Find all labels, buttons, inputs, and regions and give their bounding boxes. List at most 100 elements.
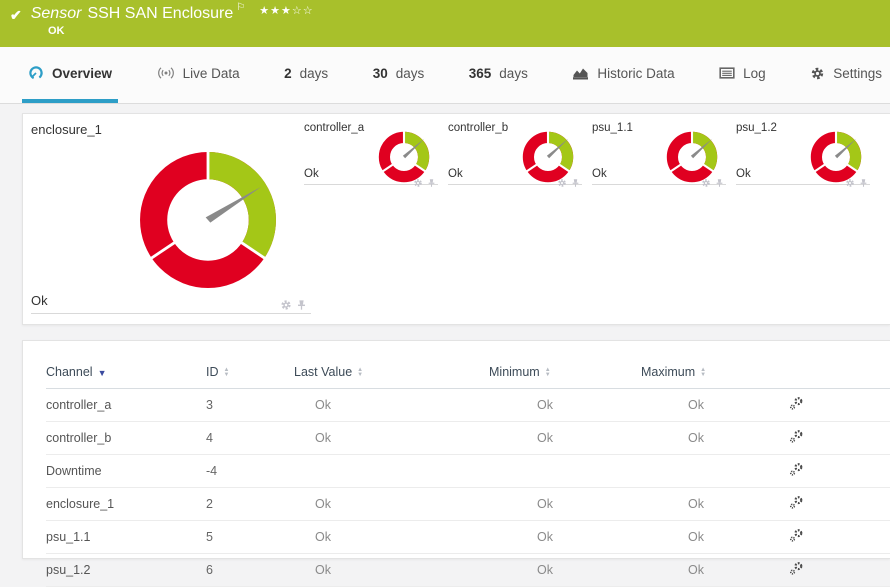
col-header-id[interactable]: ID ▲ ▼ <box>206 359 294 389</box>
gauge-needle <box>690 138 713 159</box>
col-header-label: Channel <box>46 365 93 379</box>
tab-live-data[interactable]: Live Data <box>151 47 246 103</box>
channel-id: 2 <box>206 487 294 521</box>
minimum-value: Ok <box>489 388 553 422</box>
col-header-label: Minimum <box>489 365 540 379</box>
sort-icon: ▲ ▼ <box>700 366 707 378</box>
channel-id: 6 <box>206 553 294 587</box>
tab-bar: Overview Live Data 2 days 30 days 365 da… <box>0 47 890 104</box>
tab-label: Settings <box>833 65 882 81</box>
gear-icon[interactable] <box>845 178 855 188</box>
channel-settings-icon[interactable] <box>789 462 804 477</box>
channel-name[interactable]: Downtime <box>46 454 206 488</box>
channel-name[interactable]: controller_a <box>46 388 206 422</box>
gauge-tile-controller-b[interactable]: controller_b Ok <box>448 119 582 188</box>
gear-icon[interactable] <box>413 178 423 188</box>
maximum-value: Ok <box>641 553 704 587</box>
pin-icon[interactable] <box>859 178 868 188</box>
pin-icon[interactable] <box>571 178 580 188</box>
last-value <box>294 454 331 488</box>
gauge-status: Ok <box>592 168 607 180</box>
tab-number: 30 <box>372 65 388 81</box>
flag-icon[interactable]: ⚐ <box>236 2 246 13</box>
tab-overview[interactable]: Overview <box>22 47 119 103</box>
channel-id: 5 <box>206 520 294 554</box>
minimum-value: Ok <box>489 553 553 587</box>
channel-name[interactable]: enclosure_1 <box>46 487 206 521</box>
tab-label: Log <box>743 65 766 81</box>
minimum-value: Ok <box>489 487 553 521</box>
channel-settings-icon[interactable] <box>789 495 804 510</box>
gear-icon[interactable] <box>280 299 292 311</box>
sort-icon: ▲ ▼ <box>223 366 230 378</box>
table-row: psu_1.1 5 Ok Ok Ok <box>46 520 890 554</box>
gear-icon[interactable] <box>701 178 711 188</box>
gauge-tile-psu-1-1[interactable]: psu_1.1 Ok <box>592 119 726 188</box>
page-title: SSH SAN Enclosure <box>87 5 234 22</box>
channel-id: 4 <box>206 421 294 455</box>
live-data-icon <box>157 67 174 79</box>
minimum-value: Ok <box>489 520 553 554</box>
tab-number: 2 <box>284 65 292 81</box>
sort-desc-icon: ▼ <box>97 368 107 378</box>
col-header-channel[interactable]: Channel ▼ <box>46 359 206 389</box>
sensor-status-badge: OK <box>48 25 65 37</box>
channel-settings-icon[interactable] <box>789 528 804 543</box>
enclosure-1-gauge <box>140 149 276 288</box>
gauge-needle <box>205 186 262 223</box>
channel-settings-icon[interactable] <box>789 396 804 411</box>
tab-365-days[interactable]: 365 days <box>463 47 534 103</box>
tab-label: Overview <box>52 65 113 81</box>
gauge-icon <box>29 66 43 80</box>
gauge-status: Ok <box>736 168 751 180</box>
gauge-status: Ok <box>31 293 48 308</box>
gauge-status: Ok <box>304 168 319 180</box>
gauge-tile-psu-1-2[interactable]: psu_1.2 Ok <box>736 119 870 188</box>
gauge-title: psu_1.1 <box>592 122 633 134</box>
channel-name[interactable]: psu_1.2 <box>46 553 206 587</box>
pin-icon[interactable] <box>296 299 307 311</box>
tab-30-days[interactable]: 30 days <box>367 47 431 103</box>
tab-label: days <box>299 65 329 81</box>
tab-label: Live Data <box>182 65 240 81</box>
table-row: psu_1.2 6 Ok Ok Ok <box>46 553 890 587</box>
controller-a-gauge <box>378 130 430 183</box>
col-header-last-value[interactable]: Last Value ▲ ▼ <box>294 359 363 389</box>
channel-table: Channel ▼ ID ▲ ▼ Last Value ▲ ▼ Minimum ▲ ▼ Max… <box>46 359 890 587</box>
channel-name[interactable]: psu_1.1 <box>46 520 206 554</box>
tab-label: days <box>395 65 425 81</box>
col-header-minimum[interactable]: Minimum ▲ ▼ <box>489 359 553 389</box>
pin-icon[interactable] <box>715 178 724 188</box>
channel-settings-icon[interactable] <box>789 561 804 576</box>
channel-settings-icon[interactable] <box>789 429 804 444</box>
col-header-label: Maximum <box>641 365 696 379</box>
ok-check-icon: ✔ <box>10 7 22 23</box>
channel-name[interactable]: controller_b <box>46 421 206 455</box>
gauge-needle <box>834 138 857 159</box>
gear-icon[interactable] <box>557 178 567 188</box>
col-header-maximum[interactable]: Maximum ▲ ▼ <box>641 359 707 389</box>
pin-icon[interactable] <box>427 178 436 188</box>
psu-1-2-gauge <box>810 130 862 183</box>
gauge-tile-controller-a[interactable]: controller_a Ok <box>304 119 438 188</box>
last-value: Ok <box>294 487 331 521</box>
minimum-value: Ok <box>489 421 553 455</box>
gauge-title: psu_1.2 <box>736 122 777 134</box>
gear-icon <box>811 67 824 79</box>
last-value: Ok <box>294 421 331 455</box>
gauge-tile-enclosure-1[interactable]: enclosure_1 Ok <box>31 119 311 314</box>
last-value: Ok <box>294 520 331 554</box>
tab-2-days[interactable]: 2 days <box>278 47 334 103</box>
controller-b-gauge <box>522 130 574 183</box>
tab-label: days <box>499 65 528 81</box>
gauge-needle <box>402 138 425 159</box>
gauges-panel: enclosure_1 Ok controller_a <box>22 113 890 325</box>
tab-settings[interactable]: Settings <box>804 47 888 103</box>
tab-log[interactable]: Log <box>713 47 772 103</box>
psu-1-1-gauge <box>666 130 718 183</box>
col-header-label: Last Value <box>294 365 353 379</box>
tab-historic-data[interactable]: Historic Data <box>566 47 680 103</box>
priority-stars[interactable]: ★★★☆☆ <box>259 5 314 17</box>
maximum-value: Ok <box>641 388 704 422</box>
